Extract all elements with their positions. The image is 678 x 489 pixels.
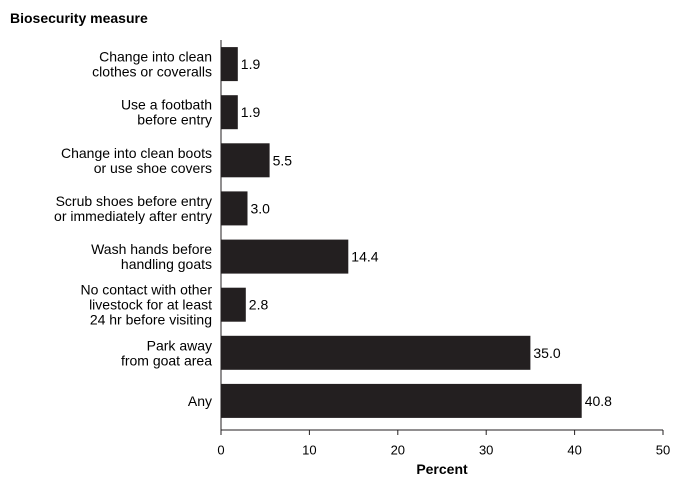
value-label-6: 35.0 xyxy=(533,345,560,361)
category-label-6: Park away from goat area xyxy=(121,337,212,368)
axes-group xyxy=(220,40,663,431)
category-label-2-line-0: Change into clean boots xyxy=(61,145,212,161)
category-label-4: Wash hands before handling goats xyxy=(91,241,212,272)
category-label-6-line-1: from goat area xyxy=(121,352,212,368)
x-axis-title: Percent xyxy=(416,461,468,477)
bar-7 xyxy=(221,383,582,418)
x-tick-label-1: 10 xyxy=(302,443,316,458)
bar-0 xyxy=(221,47,238,82)
bar-5 xyxy=(221,287,246,322)
category-labels-group: Change into clean clothes or coveralls Use… xyxy=(54,49,212,409)
category-label-3: Scrub shoes before entry or immediately a… xyxy=(54,193,212,224)
category-label-0-line-1: clothes or coveralls xyxy=(92,64,212,80)
x-ticks-group: 0 10 20 30 40 50 xyxy=(217,430,670,458)
category-label-7: Any xyxy=(188,393,212,409)
value-label-3: 3.0 xyxy=(251,200,271,216)
x-tick-label-2: 20 xyxy=(391,443,405,458)
bar-4 xyxy=(221,239,349,274)
category-label-1-line-1: before entry xyxy=(137,112,212,128)
value-label-4: 14.4 xyxy=(351,249,378,265)
x-tick-label-0: 0 xyxy=(217,443,224,458)
category-label-6-line-0: Park away xyxy=(147,337,212,353)
category-label-1: Use a footbath before entry xyxy=(121,97,212,128)
category-label-2: Change into clean boots or use shoe cover… xyxy=(61,145,212,176)
value-label-0: 1.9 xyxy=(241,56,261,72)
category-label-4-line-0: Wash hands before xyxy=(91,241,212,257)
category-label-7-line-0: Any xyxy=(188,393,212,409)
value-labels-group: 1.9 1.9 5.5 3.0 14.4 2.8 35.0 40.8 xyxy=(241,56,612,409)
bar-1 xyxy=(221,95,238,130)
x-tick-label-5: 50 xyxy=(656,443,670,458)
category-label-2-line-1: or use shoe covers xyxy=(94,160,212,176)
category-label-5-line-1: livestock for at least xyxy=(89,297,212,313)
category-axis-title: Biosecurity measure xyxy=(10,10,148,26)
category-label-5-line-2: 24 hr before visiting xyxy=(90,312,212,328)
bar-2 xyxy=(221,143,270,178)
category-label-3-line-0: Scrub shoes before entry xyxy=(56,193,212,209)
bars-group xyxy=(221,47,582,418)
category-label-0-line-0: Change into clean xyxy=(99,49,212,65)
bar-6 xyxy=(221,335,531,370)
bar-3 xyxy=(221,191,248,226)
value-label-1: 1.9 xyxy=(241,104,261,120)
value-label-5: 2.8 xyxy=(249,297,269,313)
x-tick-label-3: 30 xyxy=(479,443,493,458)
category-label-5: No contact with other livestock for at le… xyxy=(80,282,212,328)
category-label-0: Change into clean clothes or coveralls xyxy=(92,49,212,80)
x-tick-label-4: 40 xyxy=(567,443,581,458)
value-label-2: 5.5 xyxy=(273,152,293,168)
category-label-5-line-0: No contact with other xyxy=(80,282,212,298)
category-label-1-line-0: Use a footbath xyxy=(121,97,212,113)
value-label-7: 40.8 xyxy=(585,393,612,409)
category-label-3-line-1: or immediately after entry xyxy=(54,208,212,224)
category-label-4-line-1: handling goats xyxy=(121,256,212,272)
